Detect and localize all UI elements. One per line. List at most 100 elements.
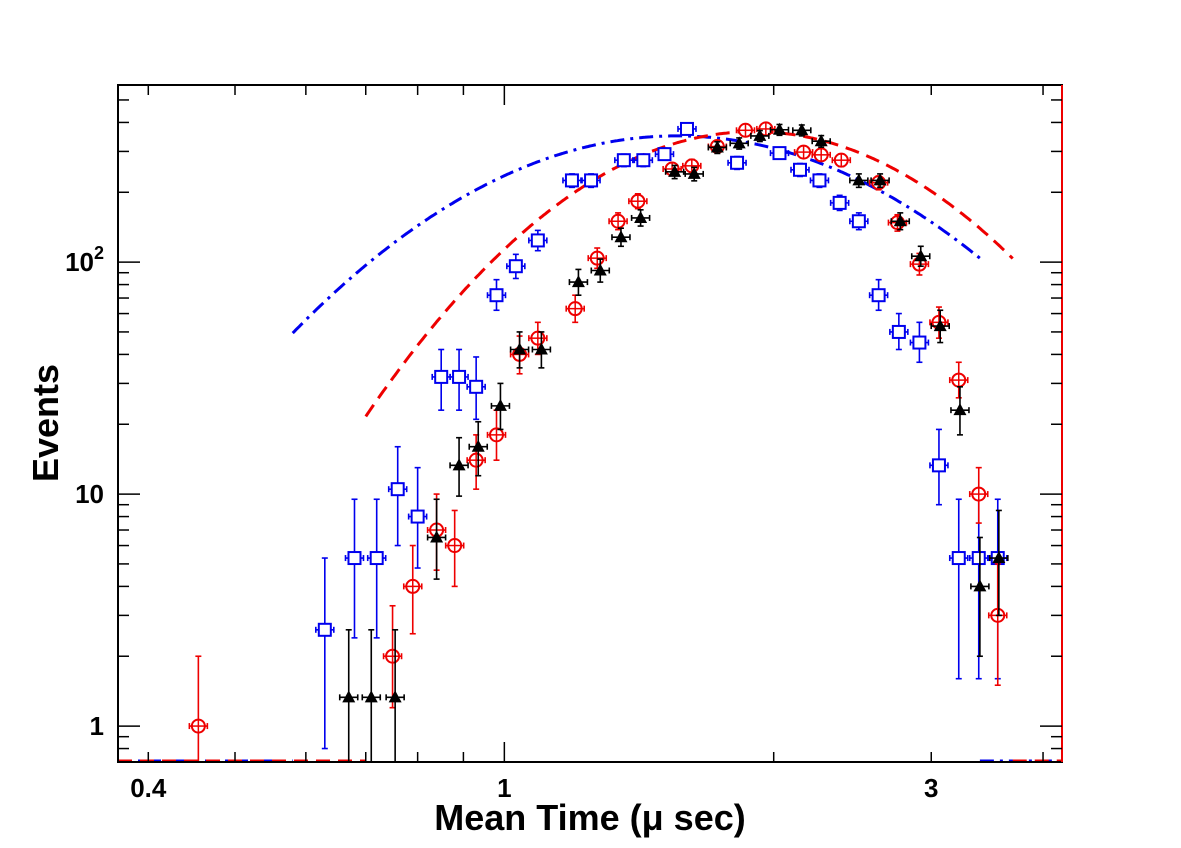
- data-point: [402, 544, 423, 635]
- data-point: [315, 557, 335, 750]
- y-tick-label: 1: [90, 711, 104, 741]
- tick-labels: 0.4 1 3 1 10 102: [65, 243, 938, 803]
- triangle-marker: [772, 122, 786, 135]
- data-point: [889, 312, 909, 351]
- data-point: [769, 122, 790, 137]
- square-marker: [812, 173, 827, 188]
- data-point: [890, 212, 911, 231]
- y-tick-label: 102: [65, 243, 104, 277]
- data-point: [811, 134, 831, 148]
- triangle-marker: [992, 551, 1006, 564]
- square-marker: [616, 153, 631, 168]
- triangle-marker: [873, 173, 887, 186]
- data-point: [735, 122, 756, 138]
- data-point: [929, 428, 949, 506]
- data-point: [729, 136, 749, 150]
- square-marker: [410, 509, 425, 524]
- data-point: [608, 212, 628, 231]
- data-point: [948, 498, 969, 680]
- data-point: [791, 123, 812, 137]
- data-point: [793, 144, 814, 160]
- chart-marks: [118, 121, 1062, 763]
- data-point: [769, 146, 790, 161]
- square-marker: [871, 288, 886, 303]
- data-point: [677, 121, 697, 136]
- data-point: [531, 331, 552, 369]
- axis-ticks: [118, 85, 1062, 762]
- data-point: [790, 162, 810, 178]
- square-marker: [792, 162, 807, 177]
- triangle-marker: [953, 403, 967, 416]
- triangle-marker: [933, 319, 947, 332]
- data-point: [684, 166, 705, 182]
- square-marker: [657, 147, 672, 162]
- data-point: [338, 628, 359, 763]
- triangle-marker: [914, 249, 928, 262]
- square-marker: [730, 155, 745, 170]
- data-point: [466, 356, 486, 421]
- square-marker: [530, 233, 545, 248]
- data-point: [950, 386, 970, 436]
- square-marker: [390, 482, 405, 497]
- data-point: [948, 361, 969, 399]
- triangle-marker: [364, 690, 378, 703]
- data-point: [909, 321, 930, 364]
- y-axis-title: Events: [25, 364, 66, 482]
- data-point: [486, 278, 507, 312]
- data-point: [590, 258, 611, 283]
- square-marker: [369, 551, 384, 566]
- data-point: [562, 173, 582, 189]
- data-point: [565, 294, 585, 324]
- square-marker: [584, 173, 599, 188]
- data-point: [528, 229, 548, 252]
- data-point: [431, 348, 451, 411]
- triangle-marker: [893, 214, 907, 227]
- triangle-marker: [668, 164, 682, 177]
- triangle-marker: [852, 173, 866, 186]
- data-point: [849, 212, 869, 231]
- triangle-marker: [634, 210, 648, 223]
- square-marker: [434, 369, 449, 384]
- square-marker: [971, 551, 986, 566]
- data-point: [831, 152, 852, 168]
- square-marker: [679, 121, 694, 136]
- data-point: [387, 445, 408, 547]
- data-point: [654, 147, 675, 162]
- square-marker: [832, 195, 847, 210]
- fit-curve-0: [291, 134, 981, 335]
- data-point: [910, 245, 931, 268]
- data-point: [506, 253, 526, 280]
- data-point: [407, 466, 428, 569]
- data-point: [750, 128, 770, 143]
- triangle-marker: [430, 530, 444, 543]
- data-point: [449, 348, 469, 411]
- data-point: [466, 434, 486, 490]
- data-point: [868, 278, 889, 312]
- data-point: [426, 498, 447, 580]
- data-point: [382, 604, 403, 709]
- data-point: [366, 498, 387, 639]
- data-point: [490, 382, 511, 431]
- x-tick-label: 1: [497, 773, 511, 803]
- data-point: [361, 628, 382, 763]
- y-tick-label: 10: [75, 479, 104, 509]
- data-point: [633, 153, 654, 168]
- data-point: [930, 309, 951, 344]
- data-point: [970, 536, 990, 658]
- data-point: [587, 247, 608, 270]
- data-point: [614, 153, 634, 168]
- data-point: [809, 173, 830, 189]
- triangle-marker: [388, 690, 402, 703]
- data-point: [628, 192, 648, 210]
- data-point: [727, 155, 747, 171]
- triangle-marker: [753, 128, 767, 141]
- data-point: [449, 436, 469, 497]
- data-point: [444, 509, 465, 588]
- data-point: [385, 628, 405, 763]
- triangle-marker: [534, 342, 548, 355]
- data-point: [581, 173, 601, 189]
- square-marker: [452, 369, 467, 384]
- data-point: [987, 563, 1008, 687]
- triangle-marker: [342, 690, 356, 703]
